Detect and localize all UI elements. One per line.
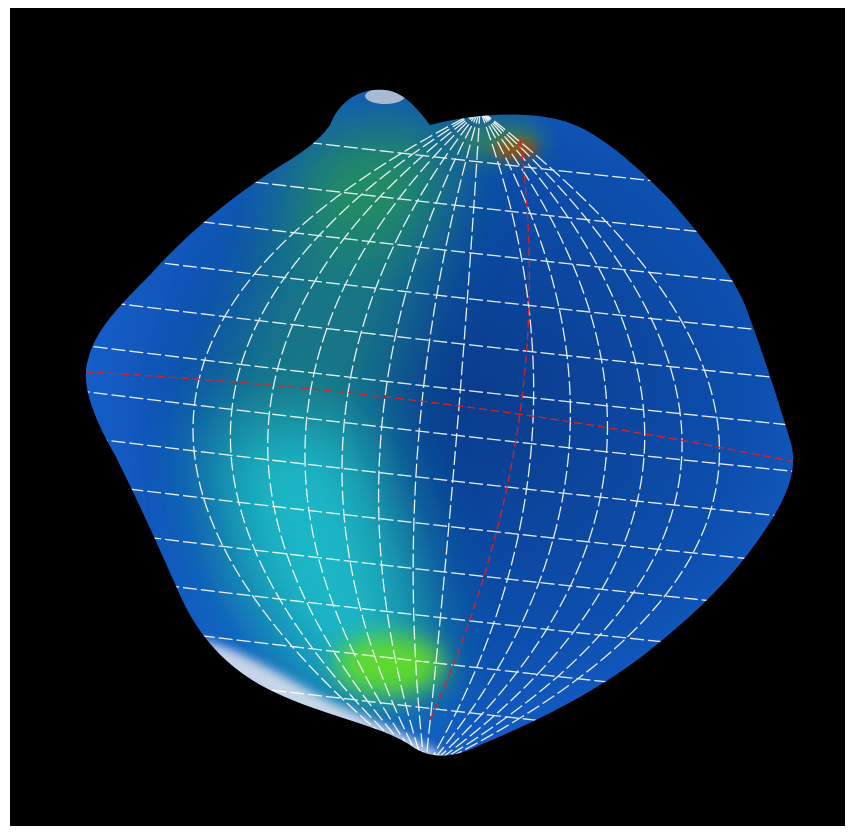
meridian — [424, 109, 571, 756]
meridian — [377, 109, 481, 756]
meridian — [341, 109, 481, 756]
meridian — [267, 109, 481, 756]
prime-meridian — [429, 139, 531, 721]
meridian — [424, 109, 720, 756]
meridian — [412, 109, 481, 756]
meridian — [424, 109, 646, 756]
cyan-region — [210, 420, 420, 690]
parallel — [85, 477, 794, 569]
parallel — [85, 293, 794, 385]
meridian — [424, 109, 683, 756]
meridian — [424, 109, 481, 756]
meridian — [424, 109, 535, 756]
green-spot — [335, 635, 445, 695]
meridian — [304, 109, 481, 756]
meridian — [192, 109, 481, 756]
parallel — [85, 339, 794, 431]
meridian — [229, 109, 481, 756]
equator — [85, 371, 794, 463]
parallel — [85, 385, 794, 477]
parallel — [85, 431, 794, 523]
green-top — [300, 130, 450, 240]
